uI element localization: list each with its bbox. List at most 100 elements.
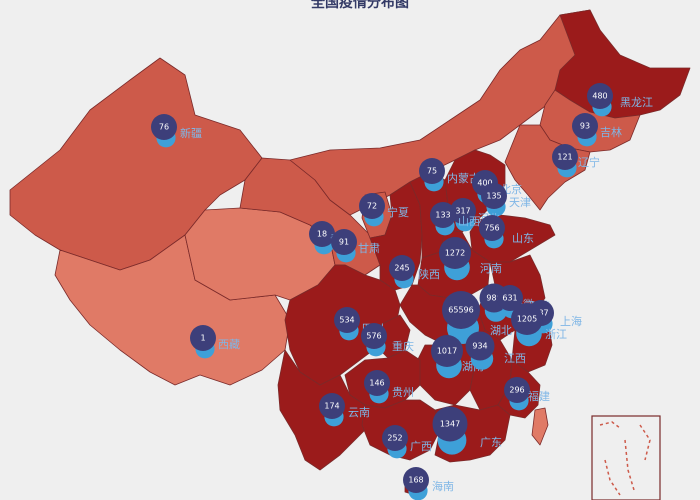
- case-count-label: 65596: [448, 306, 473, 315]
- province-liaoning[interactable]: [504, 124, 591, 211]
- province-name-label: 海南: [432, 479, 454, 493]
- marker-11[interactable]: 91 甘肃: [331, 229, 380, 263]
- case-count-label: 245: [394, 264, 409, 273]
- marker-30[interactable]: 168 海南: [403, 467, 454, 500]
- count-pin: [481, 183, 507, 209]
- case-count-label: 631: [502, 294, 517, 303]
- case-count-label: 146: [369, 379, 384, 388]
- case-count-label: 93: [580, 122, 590, 131]
- case-count-label: 1205: [517, 315, 537, 324]
- province-name-label: 山西: [458, 215, 480, 228]
- count-pin: [430, 202, 456, 228]
- case-count-label: 989: [486, 294, 501, 303]
- count-pin: [419, 158, 445, 184]
- marker-28[interactable]: 252 广西: [382, 425, 432, 459]
- province-name-label: 甘肃: [358, 242, 380, 255]
- case-count-label: 135: [486, 192, 501, 201]
- province-name-label: 广东: [480, 436, 502, 449]
- case-count-label: 75: [427, 167, 437, 176]
- count-pin: [431, 335, 463, 367]
- count-pin: [450, 198, 476, 224]
- province-name-label: 福建: [528, 389, 550, 403]
- case-count-label: 168: [408, 476, 423, 485]
- count-pin: [465, 331, 495, 361]
- case-count-label: 317: [455, 207, 470, 216]
- count-pin: [587, 83, 613, 109]
- province-taiwan[interactable]: [531, 407, 549, 446]
- province-name-label: 吉林: [600, 125, 622, 139]
- province-name-label: 浙江: [545, 328, 567, 341]
- case-count-label: 121: [557, 153, 572, 162]
- case-count-label: 76: [159, 123, 169, 132]
- province-xizang[interactable]: [54, 234, 291, 386]
- marker-24[interactable]: 934 江西: [465, 331, 527, 370]
- province-name-label: 宁夏: [387, 205, 409, 219]
- province-name-label: 贵州: [392, 386, 414, 399]
- marker-25[interactable]: 146 贵州: [364, 370, 414, 404]
- marker-12[interactable]: 245 陕西: [389, 255, 440, 289]
- marker-26[interactable]: 174 云南: [319, 393, 370, 427]
- province-name-label: 黑龙江: [620, 96, 653, 109]
- marker-0[interactable]: 480 黑龙江: [587, 83, 653, 117]
- count-pin: [151, 114, 177, 140]
- count-pin: [319, 393, 345, 419]
- case-count-label: 1: [200, 334, 205, 343]
- province-shapes: [9, 9, 691, 497]
- case-count-label: 576: [366, 332, 381, 341]
- marker-18[interactable]: 65596 湖北: [442, 291, 512, 344]
- marker-2[interactable]: 121 辽宁: [552, 144, 600, 178]
- province-name-label: 广西: [410, 440, 432, 453]
- count-pin: [403, 467, 429, 493]
- marker-27[interactable]: 296 福建: [504, 377, 550, 411]
- case-count-label: 480: [592, 92, 607, 101]
- map-title: 全国疫情分布图: [311, 0, 409, 11]
- marker-29[interactable]: 1347 广东: [432, 406, 503, 455]
- count-pin: [334, 307, 360, 333]
- province-name-label: 天津: [509, 196, 531, 209]
- count-pin: [309, 221, 335, 247]
- marker-1[interactable]: 93 吉林: [572, 113, 622, 147]
- count-pin: [389, 255, 415, 281]
- count-pin: [479, 215, 505, 241]
- province-name-label: 江西: [504, 352, 526, 365]
- marker-22[interactable]: 1205 浙江: [511, 303, 567, 347]
- case-count-label: 756: [484, 224, 499, 233]
- count-pin: [439, 237, 471, 269]
- marker-9[interactable]: 72 宁夏: [359, 193, 409, 227]
- count-pin: [504, 377, 530, 403]
- count-pin: [359, 193, 385, 219]
- marker-15[interactable]: 1 西藏: [190, 325, 240, 359]
- province-name-label: 重庆: [392, 339, 414, 353]
- case-count-label: 18: [317, 230, 327, 239]
- case-count-label: 174: [324, 402, 339, 411]
- count-pin: [331, 229, 357, 255]
- province-name-label: 辽宁: [578, 155, 600, 169]
- count-pin: [442, 291, 480, 329]
- province-name-label: 湖北: [490, 324, 512, 337]
- province-name-label: 山东: [512, 232, 534, 245]
- marker-13[interactable]: 1272 河南: [439, 237, 502, 281]
- count-pin: [382, 425, 408, 451]
- case-count-label: 1272: [445, 249, 465, 258]
- case-count-label: 1347: [440, 420, 460, 429]
- case-count-label: 252: [387, 434, 402, 443]
- count-pin: [432, 406, 468, 442]
- case-count-label: 91: [339, 238, 349, 247]
- province-name-label: 西藏: [218, 338, 240, 351]
- marker-14[interactable]: 76 新疆: [151, 114, 202, 148]
- case-count-label: 934: [472, 342, 487, 351]
- marker-3[interactable]: 75 内蒙古: [419, 158, 480, 192]
- south-china-sea-inset: [591, 415, 661, 500]
- marker-5[interactable]: 135 天津: [481, 183, 531, 217]
- province-markers: 480黑龙江93吉林121辽宁75内蒙古400北京135天津317河北133山西…: [151, 83, 653, 500]
- marker-8[interactable]: 756 山东: [479, 215, 534, 249]
- province-name-label: 河南: [480, 262, 502, 275]
- province-name-label: 新疆: [180, 126, 202, 140]
- marker-7[interactable]: 133 山西: [430, 202, 480, 236]
- province-name-label: 陕西: [418, 267, 440, 281]
- count-pin: [497, 285, 523, 311]
- case-count-label: 296: [509, 386, 524, 395]
- count-pin: [572, 113, 598, 139]
- marker-17[interactable]: 576 重庆: [361, 323, 414, 357]
